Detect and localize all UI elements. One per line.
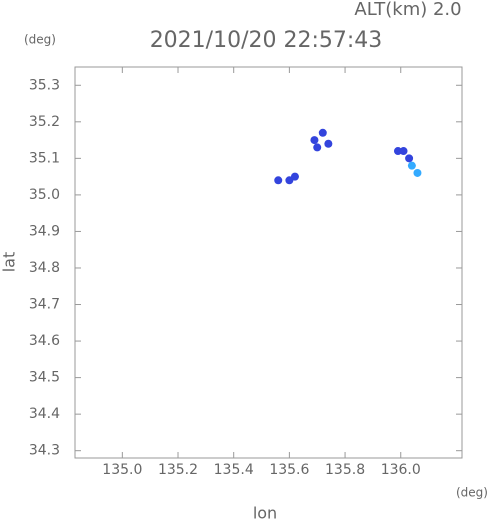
y-tick-label: 35.1 [29, 150, 60, 166]
y-axis-label: lat [0, 252, 19, 273]
y-tick-label: 34.5 [29, 370, 60, 386]
y-unit: (deg) [24, 33, 56, 47]
radar-echo [310, 136, 319, 145]
x-tick-label: 135.0 [102, 462, 142, 478]
y-tick-label: 34.6 [29, 333, 60, 349]
y-tick-label: 35.0 [29, 187, 60, 203]
radar-echo [313, 143, 322, 152]
x-tick-label: 135.2 [158, 462, 198, 478]
x-tick-label: 135.6 [269, 462, 309, 478]
x-tick-label: 135.4 [214, 462, 254, 478]
y-tick-label: 34.4 [29, 406, 60, 422]
y-tick-label: 35.2 [29, 114, 60, 130]
radar-echo [405, 154, 414, 163]
annotation: ALT(km) 2.0 [354, 0, 461, 20]
x-tick-label: 135.8 [325, 462, 365, 478]
x-axis-label: lon [253, 504, 277, 522]
radar-echo [290, 172, 299, 181]
radar-echo [318, 128, 327, 137]
radar-echo [274, 176, 283, 185]
radar-echo [413, 168, 422, 177]
y-tick-label: 34.3 [29, 443, 60, 459]
x-tick-label: 136.0 [381, 462, 421, 478]
y-tick-label: 34.8 [29, 260, 60, 276]
x-unit: (deg) [456, 486, 488, 500]
radar-echo [393, 147, 402, 156]
plot-frame [74, 66, 463, 459]
radar-echo [407, 161, 416, 170]
y-tick-label: 35.3 [29, 77, 60, 93]
radar-echo [324, 139, 333, 148]
radar-echo [399, 147, 408, 156]
y-tick-label: 34.9 [29, 223, 60, 239]
chart-title: 2021/10/20 22:57:43 [150, 28, 383, 53]
y-tick-label: 34.7 [29, 297, 60, 313]
